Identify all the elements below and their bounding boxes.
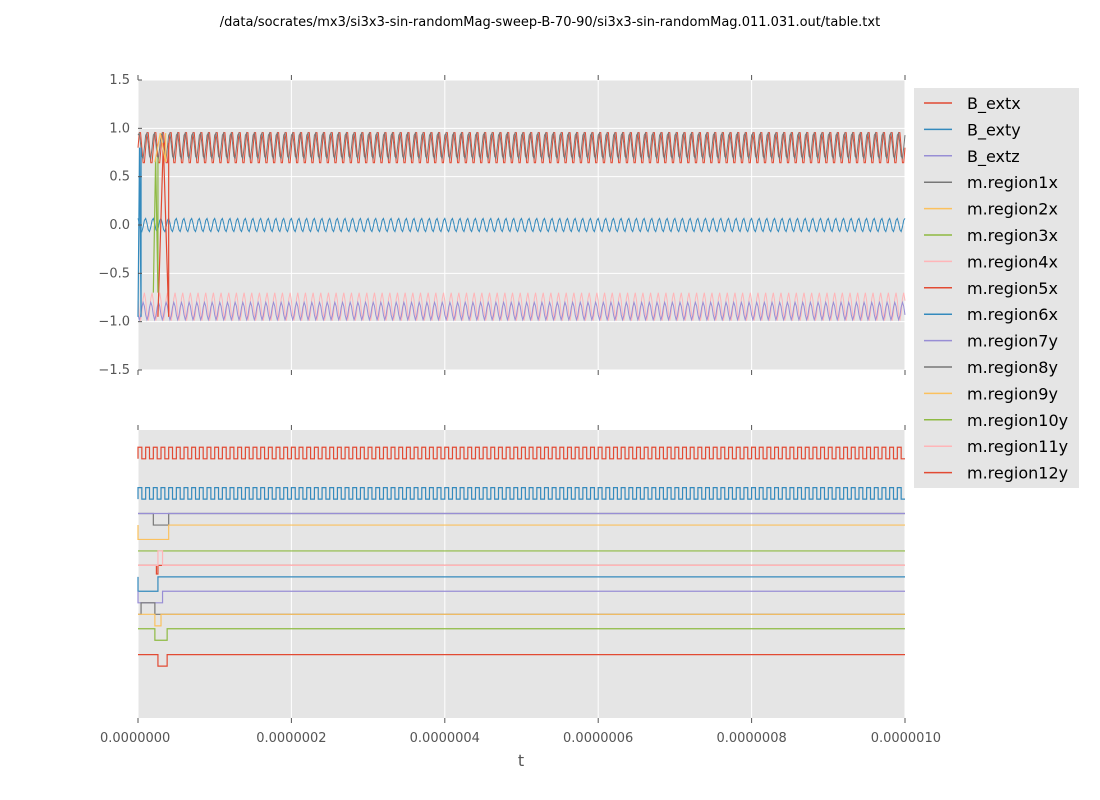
legend-entry: B_extz: [967, 147, 1020, 167]
top-series-band: [137, 131, 906, 160]
bottom-series-trace: [137, 487, 905, 500]
top-series-band: [137, 300, 906, 322]
top-y-axis: 1.5 1.0 0.5 0.0 −0.5 −1.0 −1.5: [98, 73, 142, 378]
bottom-series-trace: [138, 628, 905, 641]
legend-entry: m.region5x: [967, 279, 1058, 298]
legend-entry: m.region11y: [967, 437, 1068, 456]
legend-entry: m.region7y: [967, 332, 1058, 351]
legend-entry: m.region8y: [967, 358, 1058, 377]
x-tick-label: 0.0000002: [256, 731, 326, 746]
top-y-tick-label: −0.5: [98, 266, 130, 281]
bottom-x-axis: 0.0000000 0.0000002 0.0000004 0.0000006 0.00…: [100, 425, 941, 746]
legend-entry: m.region1x: [967, 173, 1058, 192]
top-y-tick-label: −1.5: [98, 363, 130, 378]
legend-entry: m.region12y: [967, 464, 1068, 483]
bottom-plot-area: [138, 430, 905, 718]
x-tick-label: 0.0000008: [716, 731, 786, 746]
top-subplot: 1.5 1.0 0.5 0.0 −0.5 −1.0 −1.5: [98, 73, 906, 378]
x-tick-label: 0.0000004: [410, 731, 480, 746]
top-series-band: [137, 217, 906, 233]
chart-title: /data/socrates/mx3/si3x3-sin-randomMag-s…: [220, 15, 880, 30]
x-axis-label: t: [518, 751, 524, 770]
top-transient-line: [157, 142, 170, 317]
legend: B_extx B_exty B_extz m.region1x m.region2x m.…: [914, 88, 1079, 488]
top-series-band: [137, 132, 906, 164]
bottom-subplot: 0.0000000 0.0000002 0.0000004 0.0000006 0.00…: [100, 425, 941, 746]
top-transient-line: [137, 147, 142, 317]
legend-entry: B_extx: [967, 94, 1021, 114]
legend-entry: m.region10y: [967, 411, 1068, 430]
bottom-series-group: [137, 446, 905, 667]
legend-entry: B_exty: [967, 120, 1021, 140]
bottom-series-trace: [137, 524, 905, 541]
legend-entry: m.region4x: [967, 252, 1058, 271]
top-series-band: [137, 292, 906, 321]
legend-entry: m.region9y: [967, 384, 1058, 403]
legend-entry: m.region3x: [967, 226, 1058, 245]
x-tick-label: 0.0000000: [100, 731, 170, 746]
legend-entry: m.region6x: [967, 305, 1058, 324]
top-y-tick-label: 0.5: [109, 170, 130, 185]
bottom-series-trace: [138, 550, 905, 566]
bottom-grid: [137, 430, 906, 718]
top-y-tick-label: 0.0: [109, 218, 130, 233]
top-y-tick-label: 1.5: [109, 73, 130, 88]
bottom-series-trace: [137, 590, 905, 604]
bottom-series-trace: [138, 654, 905, 667]
top-transient-line: [152, 157, 159, 293]
x-tick-label: 0.0000010: [871, 731, 941, 746]
x-tick-label: 0.0000006: [563, 731, 633, 746]
bottom-series-trace: [137, 576, 905, 592]
legend-entry: m.region2x: [967, 200, 1058, 219]
top-y-tick-label: 1.0: [109, 121, 130, 136]
bottom-series-trace: [137, 446, 905, 460]
top-transient-line: [154, 133, 167, 163]
top-y-tick-label: −1.0: [98, 315, 130, 330]
top-x-ticks: [137, 75, 906, 375]
top-series-group: [137, 131, 906, 322]
bottom-series-trace: [138, 613, 905, 627]
